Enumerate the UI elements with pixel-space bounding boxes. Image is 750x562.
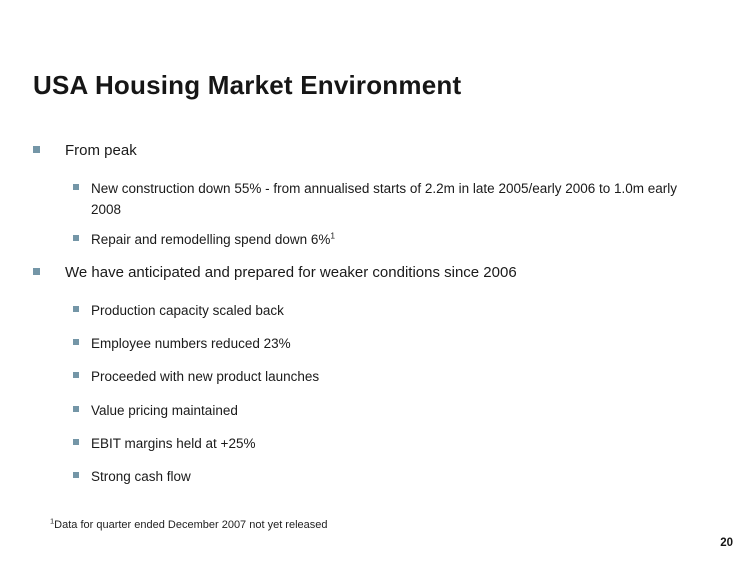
bullet-item: Value pricing maintained — [73, 400, 238, 421]
bullet-item: Employee numbers reduced 23% — [73, 333, 291, 354]
bullet-item: EBIT margins held at +25% — [73, 433, 255, 454]
bullet-text: Proceeded with new product launches — [91, 369, 320, 384]
bullet-text: Value pricing maintained — [91, 403, 238, 418]
square-bullet-icon — [33, 146, 40, 153]
bullet-text: Repair and remodelling spend down 6%1 — [91, 230, 336, 247]
footnote-reference: 1 — [330, 230, 336, 241]
square-bullet-icon — [73, 306, 79, 312]
slide-title: USA Housing Market Environment — [33, 70, 462, 100]
footnote-text: Data for quarter ended December 2007 not… — [54, 519, 328, 531]
square-bullet-icon — [73, 372, 79, 378]
square-bullet-icon — [73, 472, 79, 478]
square-bullet-icon — [73, 235, 79, 241]
page-number: 20 — [720, 537, 733, 549]
bullet-text: Strong cash flow — [91, 469, 191, 484]
bullet-text: Employee numbers reduced 23% — [91, 336, 291, 351]
bullet-item: Proceeded with new product launches — [73, 366, 319, 387]
bullet-item: Production capacity scaled back — [73, 300, 284, 321]
square-bullet-icon — [73, 439, 79, 445]
square-bullet-icon — [33, 268, 40, 275]
bullet-text: We have anticipated and prepared for wea… — [65, 264, 517, 281]
bullet-text: New construction down 55% - from annuali… — [91, 181, 678, 217]
bullet-item: New construction down 55% - from annuali… — [73, 178, 707, 220]
bullet-item: We have anticipated and prepared for wea… — [33, 263, 517, 282]
bullet-item: From peak — [33, 141, 137, 160]
bullet-item: Repair and remodelling spend down 6%1 — [73, 229, 335, 250]
bullet-item: Strong cash flow — [73, 466, 191, 487]
square-bullet-icon — [73, 339, 79, 345]
footnote-sup: 1 — [50, 516, 55, 526]
bullet-text: Production capacity scaled back — [91, 303, 284, 318]
bullet-text: EBIT margins held at +25% — [91, 436, 256, 451]
square-bullet-icon — [73, 406, 79, 412]
bullet-text: From peak — [65, 142, 137, 159]
footnote: 1Data for quarter ended December 2007 no… — [50, 516, 328, 531]
square-bullet-icon — [73, 184, 79, 190]
